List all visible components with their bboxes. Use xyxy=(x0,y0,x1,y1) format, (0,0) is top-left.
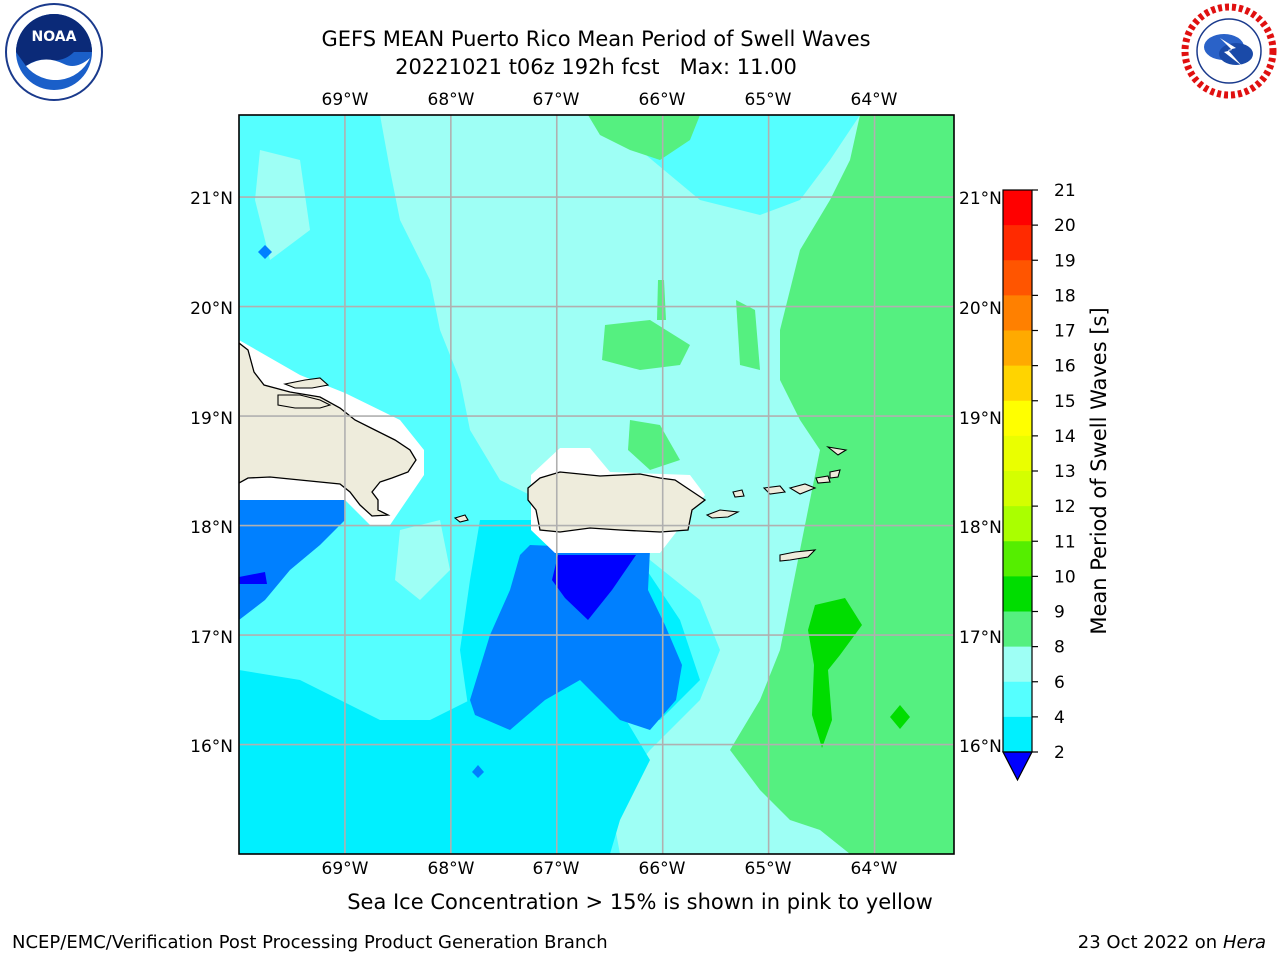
contour-period-9-10-spike xyxy=(736,300,760,370)
contour-period-lt-2-west xyxy=(239,572,267,584)
colorbar-tick-label: 12 xyxy=(1054,497,1076,517)
contour-period-2-4-west xyxy=(239,500,345,620)
lon-bottom-label-2: 68°W xyxy=(428,859,475,879)
land-la-gonave xyxy=(277,394,332,409)
colorbar-bin xyxy=(1003,506,1032,542)
colorbar-bin xyxy=(1003,716,1032,753)
footer-credit: NCEP/EMC/Verification Post Processing Pr… xyxy=(12,932,608,953)
colorbar-bin xyxy=(1003,225,1032,261)
colorbar-bin xyxy=(1003,400,1032,437)
contour-period-9-10-south-pr xyxy=(628,420,680,470)
colorbar-bin xyxy=(1003,330,1032,367)
contour-period-9-10-center xyxy=(602,320,690,370)
land-vieques xyxy=(705,509,740,519)
map-frame xyxy=(238,114,955,855)
colorbar-bin xyxy=(1003,576,1032,612)
land-tortuga xyxy=(283,377,330,389)
contour-period-2-4-dot-nw xyxy=(258,245,272,259)
colorbar-bin xyxy=(1003,190,1032,226)
lon-bottom-label-6: 64°W xyxy=(851,859,898,879)
lat-left-label-6: 16°N xyxy=(190,737,233,757)
colorbar-tick-label: 17 xyxy=(1054,322,1076,342)
lon-top-label-6: 64°W xyxy=(851,90,898,110)
colorbar-bin xyxy=(1003,541,1032,577)
lon-bottom-label-5: 65°W xyxy=(745,859,792,879)
contour-period-9-10-east xyxy=(730,115,954,854)
colorbar-extend-arrow xyxy=(1002,751,1033,782)
lon-top-label-3: 67°W xyxy=(533,90,580,110)
colorbar-tick-label: 18 xyxy=(1054,286,1076,306)
colorbar-tick-label: 10 xyxy=(1054,567,1076,587)
colorbar-bin xyxy=(1003,611,1032,648)
contour-period-2-4-south-pr xyxy=(470,545,682,730)
contour-period-10-11-dot xyxy=(890,705,910,729)
colorbar-tick-label: 6 xyxy=(1054,673,1065,693)
land-st-croix xyxy=(779,549,817,562)
contour-period-9-10-north xyxy=(588,115,700,160)
colorbar-bin xyxy=(1003,260,1032,296)
contour-period-9-10-sliver xyxy=(657,280,666,320)
lat-left-label-1: 21°N xyxy=(190,189,233,209)
noaa-logo-text: NOAA xyxy=(32,29,77,45)
land-culebra xyxy=(732,489,745,498)
lat-left-label-2: 20°N xyxy=(190,299,233,319)
colorbar-tick-label: 16 xyxy=(1054,357,1076,377)
lon-bottom-label-4: 66°W xyxy=(639,859,686,879)
colorbar-tick-label: 21 xyxy=(1054,181,1076,201)
footer-date-text: 23 Oct 2022 on xyxy=(1077,932,1223,953)
noaa-logo: NOAA xyxy=(5,3,103,101)
lon-top-label-1: 69°W xyxy=(322,90,369,110)
lon-top-label-4: 66°W xyxy=(639,90,686,110)
nws-logo xyxy=(1181,3,1277,99)
colorbar-tick-label: 11 xyxy=(1054,532,1076,552)
lat-left-label-4: 18°N xyxy=(190,518,233,538)
lon-bottom-label-3: 67°W xyxy=(533,859,580,879)
lat-right-label-3: 19°N xyxy=(959,409,1002,429)
lat-right-label-4: 18°N xyxy=(959,518,1002,538)
colorbar-tick-label: 14 xyxy=(1054,427,1076,447)
colorbar-tick-label: 20 xyxy=(1054,216,1076,236)
colorbar-tick-label: 15 xyxy=(1054,392,1076,412)
contour-period-2-4-dot xyxy=(472,765,484,778)
land-hispaniola xyxy=(239,342,417,517)
sea-ice-note: Sea Ice Concentration > 15% is shown in … xyxy=(347,890,933,914)
footer-machine: Hera xyxy=(1222,932,1266,953)
chart-subtitle: 20221021 t06z 192h fcst Max: 11.00 xyxy=(395,55,797,79)
lat-right-label-1: 21°N xyxy=(959,189,1002,209)
colorbar-tick-label: 9 xyxy=(1054,603,1065,623)
colorbar-tick-label: 2 xyxy=(1054,743,1065,763)
colorbar-tick-label: 19 xyxy=(1054,251,1076,271)
contour-period-lt-2 xyxy=(552,555,636,620)
lat-right-label-6: 16°N xyxy=(959,737,1002,757)
colorbar: 21 20 19 18 17 16 15 14 13 12 11 10 9 8 6 4 2 xyxy=(1002,181,1076,782)
colorbar-label: Mean Period of Swell Waves [s] xyxy=(1087,307,1111,634)
lon-top-label-5: 65°W xyxy=(745,90,792,110)
lat-right-label-5: 17°N xyxy=(959,628,1002,648)
colorbar-bin xyxy=(1003,471,1032,507)
land-virgin-islands xyxy=(762,446,848,495)
contour-period-8-9-patch xyxy=(395,520,450,600)
colorbar-tick-label: 13 xyxy=(1054,462,1076,482)
lat-left-label-3: 19°N xyxy=(190,409,233,429)
land-puerto-rico xyxy=(527,471,707,533)
lat-right-label-2: 20°N xyxy=(959,299,1002,319)
colorbar-bin xyxy=(1003,295,1032,331)
lon-bottom-label-1: 69°W xyxy=(322,859,369,879)
colorbar-tick-label: 8 xyxy=(1054,638,1065,658)
contour-period-8-9-west xyxy=(255,150,310,260)
colorbar-bin xyxy=(1003,365,1032,402)
lat-left-label-5: 17°N xyxy=(190,628,233,648)
land-saona xyxy=(453,514,469,523)
colorbar-bin xyxy=(1003,435,1032,472)
map-plot-area xyxy=(239,115,954,854)
colorbar-bin xyxy=(1003,646,1032,683)
colorbar-tick-label: 4 xyxy=(1054,708,1065,728)
colorbar-bin xyxy=(1003,681,1032,718)
map-gridlines xyxy=(239,115,954,854)
lon-top-label-2: 68°W xyxy=(428,90,475,110)
footer-date: 23 Oct 2022 on Hera xyxy=(1078,932,1266,953)
chart-title: GEFS MEAN Puerto Rico Mean Period of Swe… xyxy=(321,27,871,51)
